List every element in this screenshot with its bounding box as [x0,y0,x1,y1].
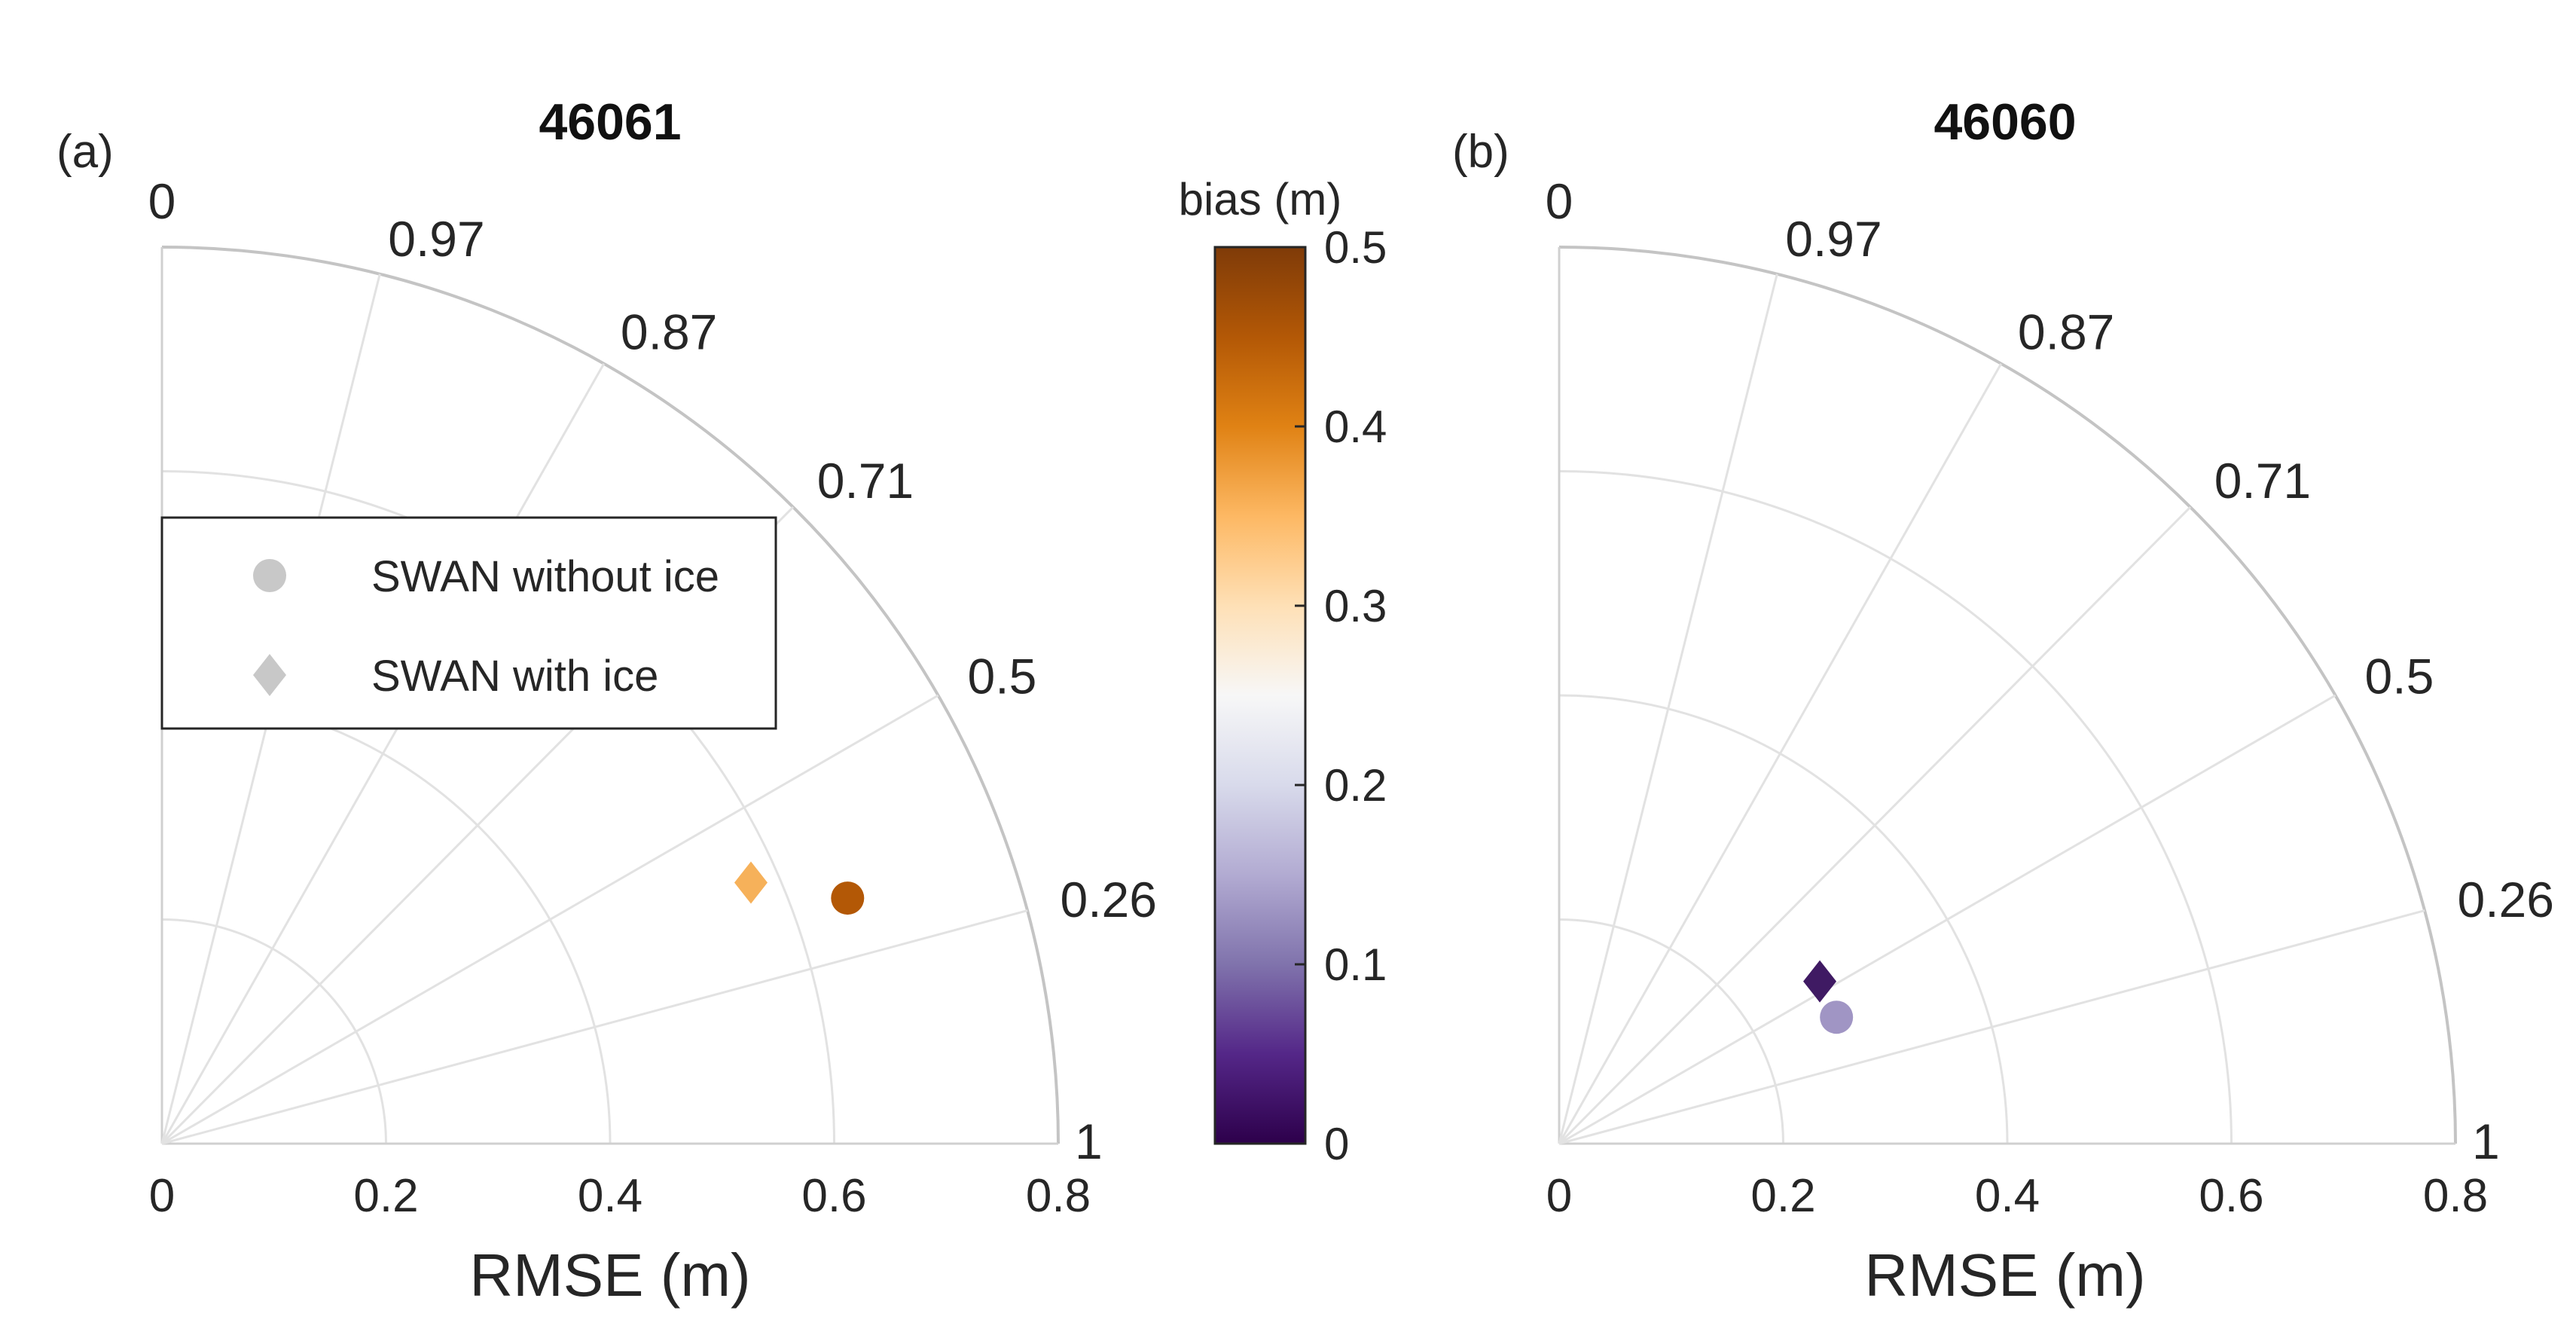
correlation-label: 0.71 [2214,453,2311,509]
correlation-ray [1558,506,2192,1145]
colorbar-tick-label: 0.5 [1324,222,1387,273]
correlation-label: 0.97 [1785,211,1882,267]
correlation-ray [1558,909,2425,1145]
colorbar-tick-label: 0.4 [1324,402,1387,452]
colorbar-gradient [1213,246,1307,1145]
correlation-label: 1 [1075,1114,1103,1169]
point-swan-with-ice [734,861,768,904]
correlation-label: 0.71 [817,453,914,509]
colorbar-tick-label: 0.2 [1324,760,1387,811]
x-tick-label: 0.2 [1750,1170,1815,1222]
correlation-ray [161,694,939,1145]
x-tick-labels-a: 0 0.2 0.4 0.6 0.8 [149,1170,1091,1222]
x-tick-label: 0.4 [578,1170,642,1222]
panel-label-a: (a) [56,126,114,178]
legend-circle-marker [253,559,286,592]
taylor-diagram-46061: (a) 46061 0 0.2 0.4 0.6 0.8 0 0.26 0.5 0.71 0.87… [56,93,1157,1309]
correlation-ray [1558,694,2336,1145]
x-tick-label: 0.2 [353,1170,418,1222]
legend-diamond-marker [253,654,286,696]
rmse-grid-arc [1558,470,2233,1144]
correlation-label: 0.87 [2018,304,2114,360]
chart-title-a: 46061 [539,93,681,151]
colorbar: bias (m) 0 0.1 0.2 0.3 0.4 0.5 [1179,174,1387,1169]
chart-title-b: 46060 [1934,93,2076,151]
correlation-label: 0.26 [2458,872,2554,927]
colorbar-tick-label: 0 [1324,1119,1349,1169]
x-tick-label: 0.8 [1026,1170,1091,1222]
correlation-labels-b: 0 0.26 0.5 0.71 0.87 0.97 1 [1546,173,2554,1169]
x-tick-label: 0.6 [801,1170,866,1222]
correlation-label: 0 [148,173,176,229]
correlation-ray [1558,362,2003,1144]
panel-label-b: (b) [1452,126,1509,178]
point-swan-without-ice [1820,1000,1854,1034]
colorbar-ticks: 0 0.1 0.2 0.3 0.4 0.5 [1295,222,1387,1169]
point-swan-with-ice [1803,960,1837,1003]
legend-label-with-ice: SWAN with ice [371,652,658,701]
correlation-labels-a: 0 0.26 0.5 0.71 0.87 0.97 1 [148,173,1157,1169]
colorbar-tick-label: 0.1 [1324,939,1387,990]
correlation-ray [160,362,606,1144]
correlation-label: 1 [2472,1114,2500,1169]
x-tick-label: 0 [1546,1170,1572,1222]
correlation-label: 0.5 [968,649,1037,704]
correlation-ray [161,909,1028,1145]
x-tick-labels-b: 0 0.2 0.4 0.6 0.8 [1546,1170,2488,1222]
legend-box [160,516,777,730]
x-tick-label: 0.4 [1975,1170,2040,1222]
rmse-grid-arc [1558,694,2009,1144]
x-tick-label: 0.8 [2423,1170,2488,1222]
x-tick-label: 0 [149,1170,175,1222]
correlation-label: 0.97 [388,211,484,267]
x-axis-label-a: RMSE (m) [469,1242,750,1309]
data-points-b [1803,960,1854,1034]
correlation-label: 0 [1546,173,1573,229]
point-swan-without-ice [831,881,865,915]
legend: SWAN without ice SWAN with ice [160,516,777,730]
correlation-ray [1558,273,1778,1144]
data-points-a [734,861,865,915]
colorbar-tick-label: 0.3 [1324,581,1387,631]
colorbar-title: bias (m) [1179,174,1342,225]
correlation-label: 0.87 [621,304,717,360]
taylor-diagram-46060: (b) 46060 0 0.2 0.4 0.6 0.8 0 0.26 0.5 0.71 0.87… [1452,93,2554,1309]
x-tick-label: 0.6 [2199,1170,2263,1222]
correlation-label: 0.5 [2365,649,2434,704]
x-axis-label-b: RMSE (m) [1864,1242,2145,1309]
grid-b [1558,246,2457,1145]
legend-label-without-ice: SWAN without ice [371,552,719,601]
correlation-label: 0.26 [1061,872,1157,927]
